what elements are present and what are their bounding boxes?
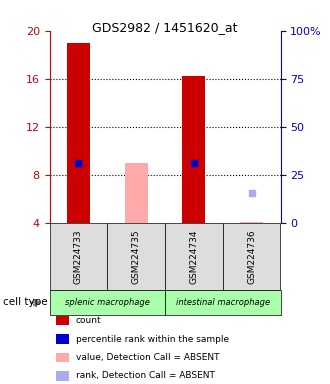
Text: GDS2982 / 1451620_at: GDS2982 / 1451620_at <box>92 21 238 34</box>
Text: splenic macrophage: splenic macrophage <box>65 298 150 307</box>
Bar <box>125 163 148 223</box>
Text: intestinal macrophage: intestinal macrophage <box>176 298 270 307</box>
Text: GSM224736: GSM224736 <box>247 229 256 284</box>
Text: count: count <box>76 316 102 325</box>
Text: rank, Detection Call = ABSENT: rank, Detection Call = ABSENT <box>76 371 215 381</box>
Text: GSM224734: GSM224734 <box>189 229 198 283</box>
Text: percentile rank within the sample: percentile rank within the sample <box>76 334 229 344</box>
Text: value, Detection Call = ABSENT: value, Detection Call = ABSENT <box>76 353 219 362</box>
Text: GSM224735: GSM224735 <box>132 229 141 284</box>
Bar <box>182 76 205 223</box>
Text: GSM224733: GSM224733 <box>74 229 83 284</box>
Bar <box>240 222 263 223</box>
Text: cell type: cell type <box>3 297 48 308</box>
Bar <box>67 43 90 223</box>
